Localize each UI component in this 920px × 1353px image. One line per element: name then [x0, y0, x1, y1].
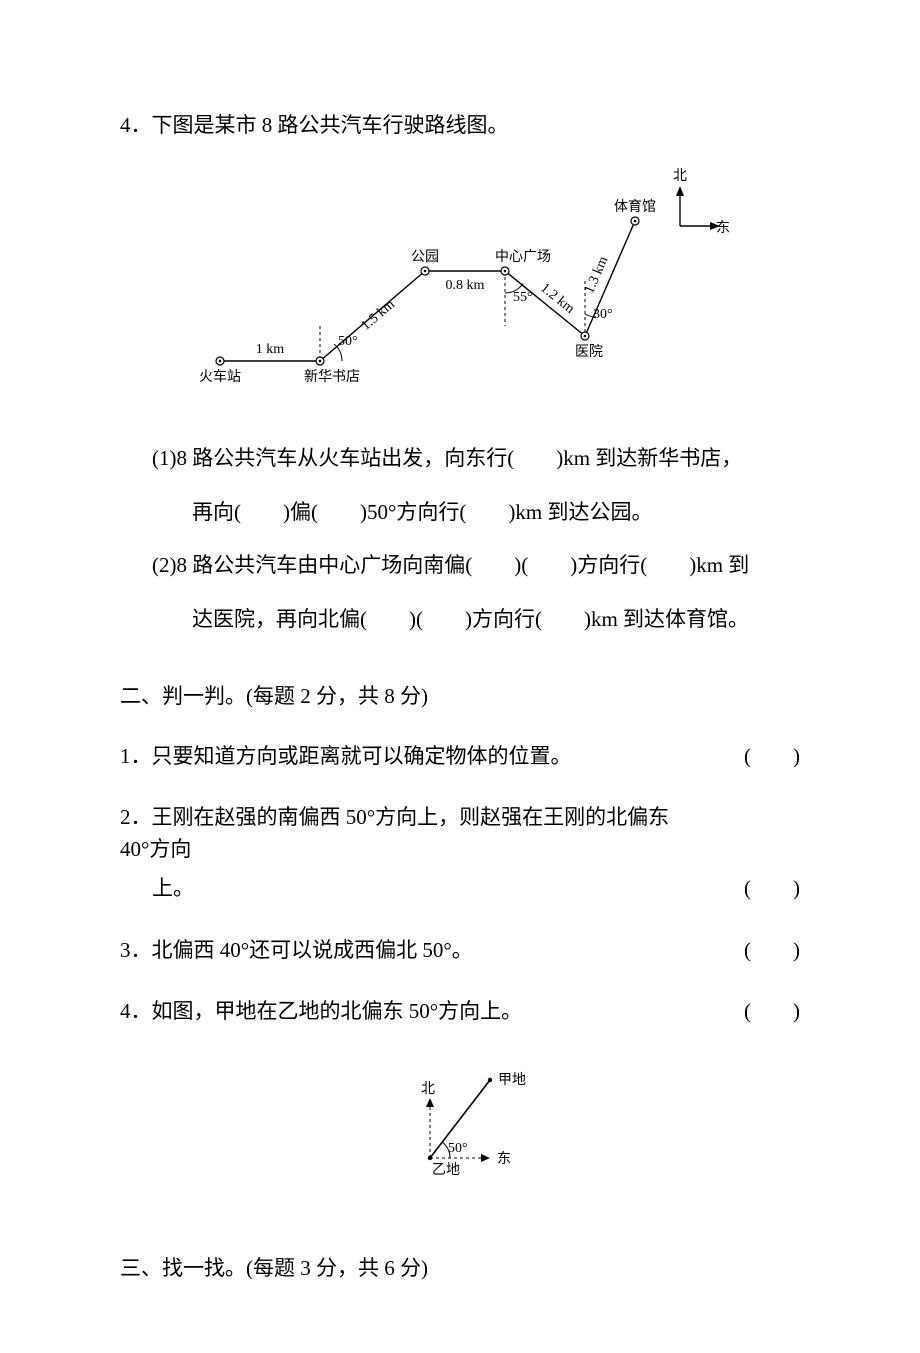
judge-3-number: 3． — [120, 938, 152, 962]
judge-4-number: 4． — [120, 999, 152, 1023]
judge-4-figure-wrap: 北东 甲地乙地 50° — [120, 1058, 800, 1208]
judge-4-angle-diagram: 北东 甲地乙地 50° — [380, 1058, 540, 1198]
svg-text:50°: 50° — [448, 1141, 468, 1156]
svg-text:北: 北 — [421, 1081, 435, 1097]
judge-2-paren: ( ) — [720, 873, 800, 905]
judge-2-number: 2． — [120, 805, 152, 829]
svg-text:中心广场: 中心广场 — [495, 249, 551, 265]
q4-sub2-line1: (2)8 路公共汽车由中心广场向南偏( )( )方向行( )km 到 — [120, 550, 800, 582]
q4-sub1-line1: (1)8 路公共汽车从火车站出发，向东行( )km 到达新华书店， — [120, 443, 800, 475]
judge-2-spacer — [720, 802, 800, 834]
q4-route-diagram: 火车站 新华书店 公园 中心广场医院 体育馆 1 km 1.5 km 0.8 km 1.2 km… — [190, 166, 730, 406]
judge-2-body-a: 王刚在赵强的南偏西 50°方向上，则赵强在王刚的北偏东 40°方向 — [120, 805, 669, 861]
svg-text:东: 东 — [716, 220, 730, 236]
svg-text:东: 东 — [497, 1151, 511, 1167]
section2-heading: 二、判一判。(每题 2 分，共 8 分) — [120, 681, 800, 713]
q4-intro-line: 4．下图是某市 8 路公共汽车行驶路线图。 — [120, 110, 800, 142]
judge-1-paren: ( ) — [720, 741, 800, 773]
svg-text:0.8 km: 0.8 km — [446, 278, 485, 293]
judge-item-3: 3．北偏西 40°还可以说成西偏北 50°。 ( ) — [120, 935, 800, 967]
judge-1-body: 只要知道方向或距离就可以确定物体的位置。 — [152, 744, 572, 768]
svg-text:55°: 55° — [513, 290, 533, 305]
judge-3-text: 3．北偏西 40°还可以说成西偏北 50°。 — [120, 935, 720, 967]
svg-text:乙地: 乙地 — [432, 1162, 460, 1178]
svg-text:50°: 50° — [338, 334, 358, 349]
svg-text:火车站: 火车站 — [199, 368, 241, 385]
q4-intro-text: 下图是某市 8 路公共汽车行驶路线图。 — [152, 113, 509, 137]
svg-text:体育馆: 体育馆 — [614, 199, 656, 215]
judge-3-body: 北偏西 40°还可以说成西偏北 50°。 — [152, 938, 473, 962]
section3-heading: 三、找一找。(每题 3 分，共 6 分) — [120, 1253, 800, 1285]
judge-4-text: 4．如图，甲地在乙地的北偏东 50°方向上。 — [120, 996, 720, 1028]
judge-3-paren: ( ) — [720, 935, 800, 967]
judge-4-paren: ( ) — [720, 996, 800, 1028]
svg-text:30°: 30° — [593, 307, 613, 322]
judge-2-text-a: 2．王刚在赵强的南偏西 50°方向上，则赵强在王刚的北偏东 40°方向 — [120, 802, 720, 865]
q4-diagram-wrap: 火车站 新华书店 公园 中心广场医院 体育馆 1 km 1.5 km 0.8 km 1.2 km… — [120, 166, 800, 416]
judge-item-4: 4．如图，甲地在乙地的北偏东 50°方向上。 ( ) — [120, 996, 800, 1028]
judge-item-1: 1．只要知道方向或距离就可以确定物体的位置。 ( ) — [120, 741, 800, 773]
svg-text:1.2 km: 1.2 km — [537, 280, 577, 316]
svg-text:公园: 公园 — [411, 250, 439, 265]
q4-sub1-line2: 再向( )偏( )50°方向行( )km 到达公园。 — [120, 497, 800, 529]
svg-text:北: 北 — [673, 168, 687, 184]
q4-number: 4． — [120, 113, 152, 137]
svg-text:1.3 km: 1.3 km — [582, 254, 611, 296]
svg-text:1.5 km: 1.5 km — [359, 296, 398, 333]
svg-text:新华书店: 新华书店 — [304, 369, 360, 385]
judge-4-body: 如图，甲地在乙地的北偏东 50°方向上。 — [152, 999, 523, 1023]
q4-sub2-line2: 达医院，再向北偏( )( )方向行( )km 到达体育馆。 — [120, 604, 800, 636]
judge-1-text: 1．只要知道方向或距离就可以确定物体的位置。 — [120, 741, 720, 773]
judge-item-2: 2．王刚在赵强的南偏西 50°方向上，则赵强在王刚的北偏东 40°方向 上。 (… — [120, 802, 800, 905]
question-4: 4．下图是某市 8 路公共汽车行驶路线图。 火车站 新华书店 公园 中心广场医院 体育馆… — [120, 110, 800, 635]
judge-2-body-b: 上。 — [152, 873, 194, 905]
judge-1-number: 1． — [120, 744, 152, 768]
svg-text:医院: 医院 — [575, 344, 603, 360]
svg-text:甲地: 甲地 — [498, 1072, 526, 1088]
svg-text:1 km: 1 km — [256, 342, 285, 357]
